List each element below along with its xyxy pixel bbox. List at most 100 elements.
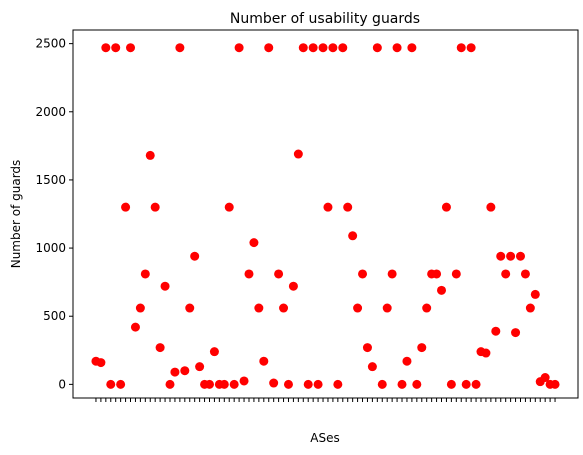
data-point bbox=[111, 43, 121, 53]
data-point bbox=[333, 379, 343, 389]
data-point bbox=[209, 347, 219, 357]
chart-title: Number of usability guards bbox=[230, 11, 420, 27]
data-point bbox=[116, 379, 126, 389]
data-point bbox=[323, 202, 333, 212]
data-point bbox=[348, 231, 358, 241]
data-point bbox=[540, 373, 550, 383]
data-point bbox=[279, 303, 289, 313]
data-point bbox=[343, 202, 353, 212]
data-point bbox=[530, 289, 540, 299]
data-point bbox=[234, 43, 244, 53]
data-point bbox=[456, 43, 466, 53]
data-point bbox=[432, 269, 442, 279]
data-point bbox=[466, 43, 476, 53]
data-point bbox=[190, 251, 200, 261]
data-point bbox=[377, 379, 387, 389]
data-point bbox=[506, 251, 516, 261]
data-point bbox=[451, 269, 461, 279]
data-point bbox=[121, 202, 131, 212]
data-point bbox=[150, 202, 160, 212]
data-point bbox=[417, 343, 427, 353]
data-point bbox=[313, 379, 323, 389]
data-point bbox=[160, 281, 170, 291]
data-point bbox=[511, 328, 521, 338]
y-axis-label: Number of guards bbox=[9, 160, 23, 269]
data-point bbox=[298, 43, 308, 53]
y-tick-label: 500 bbox=[43, 309, 66, 323]
data-point bbox=[170, 367, 180, 377]
data-point bbox=[264, 43, 274, 53]
y-tick-label: 1000 bbox=[35, 241, 66, 255]
data-point bbox=[461, 379, 471, 389]
data-point bbox=[101, 43, 111, 53]
x-axis-label: ASes bbox=[310, 431, 339, 445]
data-point bbox=[224, 202, 234, 212]
data-point bbox=[239, 376, 249, 386]
data-point bbox=[328, 43, 338, 53]
data-point bbox=[382, 303, 392, 313]
data-point bbox=[338, 43, 348, 53]
data-point bbox=[471, 379, 481, 389]
x-axis bbox=[95, 398, 556, 402]
data-point bbox=[249, 238, 259, 248]
data-point bbox=[446, 379, 456, 389]
data-point bbox=[229, 379, 239, 389]
data-point bbox=[130, 322, 140, 332]
data-point bbox=[135, 303, 145, 313]
data-point bbox=[550, 379, 560, 389]
data-point bbox=[96, 358, 106, 368]
data-point bbox=[204, 379, 214, 389]
data-point bbox=[180, 366, 190, 376]
data-point bbox=[106, 379, 116, 389]
data-point bbox=[441, 202, 451, 212]
data-point bbox=[525, 303, 535, 313]
data-point bbox=[303, 379, 313, 389]
data-point bbox=[244, 269, 254, 279]
data-point bbox=[219, 379, 229, 389]
data-point bbox=[362, 343, 372, 353]
data-point bbox=[353, 303, 363, 313]
data-point bbox=[367, 362, 377, 372]
plot-area bbox=[72, 29, 579, 399]
data-point bbox=[437, 285, 447, 295]
data-point bbox=[288, 281, 298, 291]
data-point bbox=[308, 43, 318, 53]
data-point bbox=[481, 348, 491, 358]
data-points bbox=[91, 43, 560, 389]
data-point bbox=[195, 362, 205, 372]
data-point bbox=[358, 269, 368, 279]
data-point bbox=[254, 303, 264, 313]
data-point bbox=[397, 379, 407, 389]
data-point bbox=[126, 43, 136, 53]
data-point bbox=[372, 43, 382, 53]
y-tick-label: 0 bbox=[58, 377, 66, 391]
data-point bbox=[274, 269, 284, 279]
data-point bbox=[412, 379, 422, 389]
data-point bbox=[392, 43, 402, 53]
y-tick-label: 2000 bbox=[35, 105, 66, 119]
data-point bbox=[402, 356, 412, 366]
data-point bbox=[269, 378, 279, 388]
data-point bbox=[155, 343, 165, 353]
data-point bbox=[387, 269, 397, 279]
data-point bbox=[422, 303, 432, 313]
data-point bbox=[293, 149, 303, 159]
data-point bbox=[145, 150, 155, 160]
data-point bbox=[175, 43, 185, 53]
data-point bbox=[318, 43, 328, 53]
data-point bbox=[496, 251, 506, 261]
data-point bbox=[140, 269, 150, 279]
data-point bbox=[515, 251, 525, 261]
y-axis: 0 500 1000 1500 2000 2500 bbox=[35, 37, 73, 391]
data-point bbox=[407, 43, 417, 53]
data-point bbox=[185, 303, 195, 313]
data-point bbox=[165, 379, 175, 389]
data-point bbox=[520, 269, 530, 279]
y-tick-label: 1500 bbox=[35, 173, 66, 187]
data-point bbox=[486, 202, 496, 212]
y-tick-label: 2500 bbox=[35, 37, 66, 51]
data-point bbox=[283, 379, 293, 389]
data-point bbox=[491, 326, 501, 336]
data-point bbox=[501, 269, 511, 279]
